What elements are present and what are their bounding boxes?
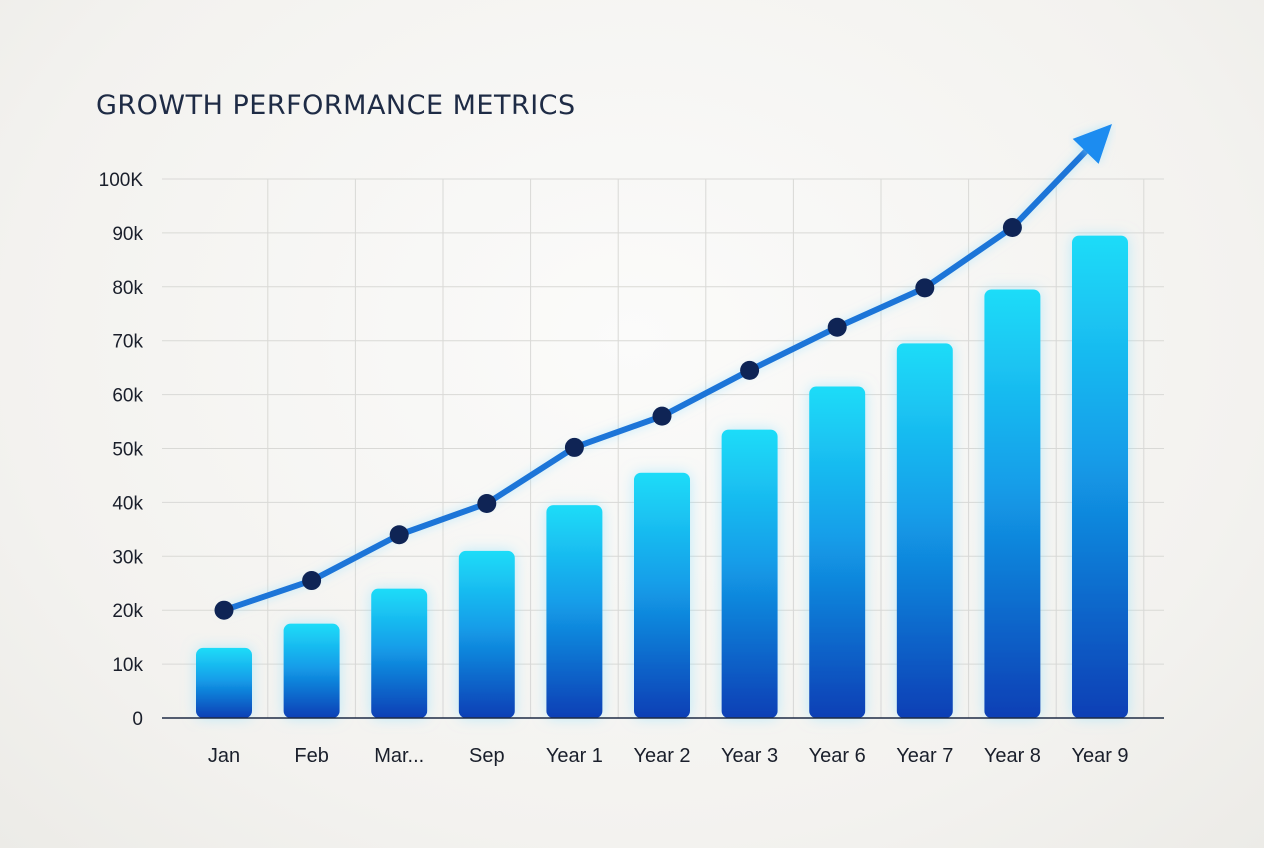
- x-tick-label: Mar...: [374, 745, 424, 767]
- chart-title: GROWTH PERFORMANCE METRICS: [96, 90, 576, 121]
- x-tick-label: Year 7: [896, 745, 953, 767]
- bar: [196, 647, 252, 718]
- trend-marker: [389, 525, 409, 545]
- trend-marker: [302, 571, 322, 591]
- bar: [1072, 235, 1128, 718]
- y-tick-label: 20k: [112, 601, 143, 622]
- y-tick-label: 40k: [112, 493, 143, 514]
- bar: [634, 472, 690, 718]
- bar: [546, 505, 603, 718]
- bar: [458, 550, 515, 718]
- x-tick-label: Feb: [294, 745, 328, 767]
- bar: [809, 386, 866, 718]
- trend-marker: [652, 406, 672, 426]
- trend-marker: [1002, 218, 1022, 238]
- y-tick-label: 30k: [112, 547, 143, 568]
- x-tick-label: Jan: [208, 745, 240, 767]
- y-tick-label: 80k: [112, 278, 143, 299]
- x-tick-label: Year 8: [984, 745, 1041, 767]
- x-axis-ticks: Jan Feb Mar... Sep Year 1 Year 2 Year 3 Year 6 Y…: [208, 745, 1129, 767]
- trend-marker: [740, 360, 760, 380]
- x-tick-label: Year 6: [809, 745, 866, 767]
- y-tick-label: 100K: [99, 170, 144, 191]
- grid: [162, 178, 1164, 718]
- y-tick-label: 90k: [112, 224, 143, 245]
- y-axis-ticks: 0 10k 20k 30k 40k 50k 60k 70k 80k 90k 100K: [99, 170, 144, 730]
- x-tick-label: Sep: [469, 745, 505, 767]
- bar: [896, 343, 953, 718]
- trend-marker: [214, 600, 234, 620]
- x-tick-label: Year 2: [633, 745, 690, 767]
- x-tick-label: Year 3: [721, 745, 778, 767]
- x-tick-label: Year 9: [1071, 745, 1128, 767]
- trend-marker: [915, 278, 935, 298]
- trend-marker: [827, 317, 847, 337]
- bar: [371, 588, 428, 718]
- y-tick-label: 0: [132, 709, 143, 730]
- y-tick-label: 70k: [112, 332, 143, 353]
- bars: [196, 235, 1128, 718]
- y-tick-label: 60k: [112, 386, 143, 407]
- x-tick-label: Year 1: [546, 745, 603, 767]
- trend-marker: [564, 437, 584, 457]
- trend-arrow-head: [1072, 124, 1112, 164]
- y-tick-label: 10k: [112, 655, 143, 676]
- trend-marker: [477, 493, 497, 513]
- bar: [283, 623, 340, 718]
- y-tick-label: 50k: [112, 440, 143, 461]
- bar: [721, 429, 778, 718]
- bar: [984, 289, 1041, 718]
- trend-line: [214, 124, 1112, 620]
